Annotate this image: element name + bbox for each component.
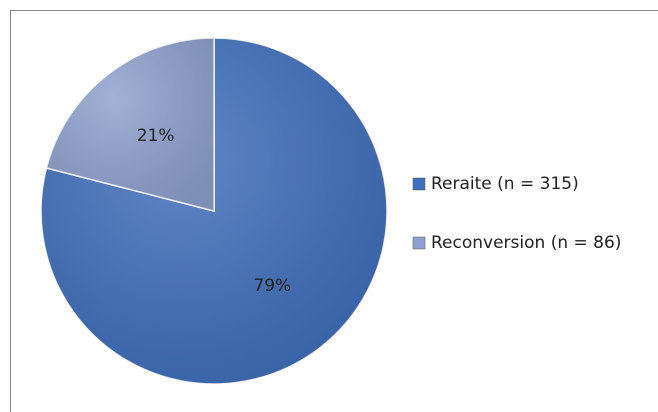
slice-label: 79% xyxy=(253,276,291,296)
legend-swatch xyxy=(412,177,426,191)
slice-label: 21% xyxy=(137,126,175,146)
legend-label: Reraite (n = 315) xyxy=(431,174,579,194)
legend-swatch xyxy=(412,236,426,250)
legend-label: Reconversion (n = 86) xyxy=(431,233,621,253)
